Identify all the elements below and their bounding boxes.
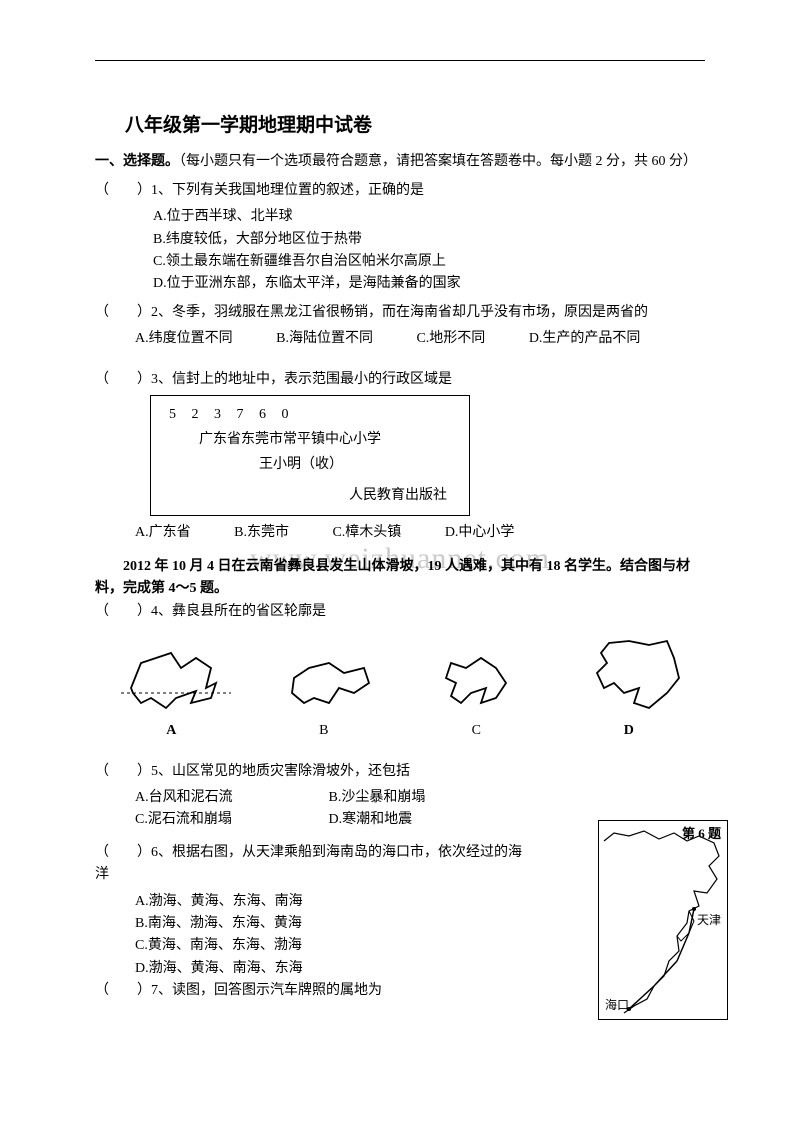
shape-b-label: B [274,720,374,742]
q6-opt-d: D.渤海、黄海、南海、东海 [135,958,565,980]
q1-opt-d: D.位于亚洲东部，东临太平洋，是海陆兼备的国家 [153,273,705,295]
shape-c-label: C [426,720,526,742]
q4-stem: （ ）4、彝良县所在的省区轮廓是 [95,601,705,623]
q5-opt-c: C.泥石流和崩塌 [135,809,325,831]
q1-stem: （ ）1、下列有关我国地理位置的叙述，正确的是 [95,180,705,202]
shape-c: C [426,648,526,742]
q3-opt-a: A.广东省 [135,522,191,544]
china-coast-map: 第 6 题 天津 海口 [598,820,728,1020]
q6-stem: （ ）6、根据右图，从天津乘船到海南岛的海口市，依次经过的海洋 [95,842,525,887]
q5-row1: A.台风和泥石流 B.沙尘暴和崩塌 [135,787,565,809]
passage-4-5: 2012 年 10 月 4 日在云南省彝良县发生山体滑坡，19 人遇难，其中有 … [95,556,705,601]
map-label-haikou: 海口 [605,996,629,1015]
q1-opt-a: A.位于西半球、北半球 [153,206,705,228]
province-shapes-row: A B C D [95,633,705,742]
envelope-publisher: 人民教育出版社 [169,483,447,508]
map-label-tianjin: 天津 [697,911,721,930]
envelope-box: 5 2 3 7 6 0 广东省东莞市常平镇中心小学 王小明（收） 人民教育出版社 [150,395,470,516]
q3-stem: （ ）3、信封上的地址中，表示范围最小的行政区域是 [95,369,705,391]
section1-heading: 一、选择题。 [95,154,179,169]
q3-opt-c: C.樟木头镇 [332,522,401,544]
q5-stem: （ ）5、山区常见的地质灾害除滑坡外，还包括 [95,761,705,783]
envelope-postal: 5 2 3 7 6 0 [169,402,457,427]
q2-opt-d: D.生产的产品不同 [529,328,641,350]
q5-opt-d: D.寒潮和地震 [329,809,519,831]
q7-stem: （ ）7、读图，回答图示汽车牌照的属地为 [95,980,525,1002]
section1-intro: 一、选择题。（每小题只有一个选项最符合题意，请把答案填在答题卷中。每小题 2 分… [95,151,705,173]
q1-opt-b: B.纬度较低，大部分地区位于热带 [153,229,705,251]
envelope-address: 广东省东莞市常平镇中心小学 [199,427,457,452]
q3-options: A.广东省 B.东莞市 C.樟木头镇 D.中心小学 [135,522,705,544]
shape-d-label: D [579,720,679,742]
q2-options: A.纬度位置不同 B.海陆位置不同 C.地形不同 D.生产的产品不同 [135,328,705,350]
q5-opt-a: A.台风和泥石流 [135,787,325,809]
shape-b: B [274,648,374,742]
q6-opt-a: A.渤海、黄海、东海、南海 [135,891,565,913]
q5-row2: C.泥石流和崩塌 D.寒潮和地震 [135,809,565,831]
q6-opt-b: B.南海、渤海、东海、黄海 [135,913,565,935]
q2-opt-c: C.地形不同 [416,328,485,350]
q1-opt-c: C.领土最东端在新疆维吾尔自治区帕米尔高原上 [153,251,705,273]
section1-intro-text: （每小题只有一个选项最符合题意，请把答案填在答题卷中。每小题 2 分，共 60 … [179,154,697,169]
header-divider [95,60,705,61]
q3-opt-d: D.中心小学 [445,522,515,544]
q2-opt-b: B.海陆位置不同 [276,328,373,350]
shape-a-label: A [121,720,221,742]
shape-a: A [121,643,221,742]
shape-d: D [579,633,679,742]
envelope-recipient: 王小明（收） [259,452,457,477]
q2-opt-a: A.纬度位置不同 [135,328,233,350]
q2-stem: （ ）2、冬季，羽绒服在黑龙江省很畅销，而在海南省却几乎没有市场，原因是两省的 [95,302,705,324]
q5-opt-b: B.沙尘暴和崩塌 [329,787,519,809]
q6-opt-c: C.黄海、南海、东海、渤海 [135,935,565,957]
exam-title: 八年级第一学期地理期中试卷 [125,111,705,141]
q3-opt-b: B.东莞市 [234,522,289,544]
